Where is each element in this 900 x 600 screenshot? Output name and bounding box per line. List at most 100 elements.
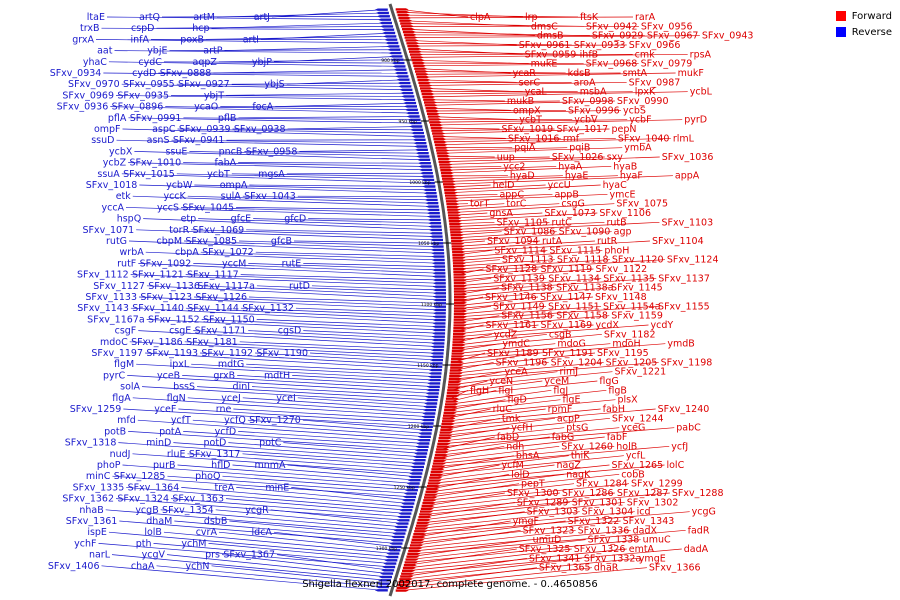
gene-label[interactable]: flgB [608,385,627,396]
gene-label[interactable]: rutR [597,236,618,247]
gene-label[interactable]: ssuD [91,135,114,146]
gene-label[interactable]: SFxv_1128 [485,264,537,275]
gene-label[interactable]: SFxv_1196 [496,357,548,368]
gene-label[interactable]: dsbB [204,516,228,527]
gene-label[interactable]: acpP [557,413,580,424]
gene-label[interactable]: mdtH [264,370,290,381]
gene-label[interactable]: SFxv_1335 [73,482,125,493]
gene-label[interactable]: ymbA [624,143,652,154]
gene-label[interactable]: mgsA [258,169,285,180]
gene-label[interactable]: appA [675,171,700,182]
gene-label[interactable]: SFxv_1136 [148,281,200,292]
gene-label[interactable]: ipxL [170,359,190,370]
gene-label[interactable]: msbA [580,87,607,98]
gene-label[interactable]: uup [497,152,515,163]
gene-label[interactable]: ycdY [650,320,673,331]
gene-label[interactable]: SFxv_1149 [493,301,545,312]
gene-label[interactable]: rutB [606,217,626,228]
gene-label[interactable]: SFxv_1115 [549,245,601,256]
gene-label[interactable]: SFxv_1406 [48,561,100,572]
gene-label[interactable]: SFxv_1119 [540,264,592,275]
gene-label[interactable]: SFxv_1159 [611,311,663,322]
gene-label[interactable]: SFxv_1126 [195,292,247,303]
gene-label[interactable]: SFxv_0958 [246,146,298,157]
gene-label[interactable]: SFxv_1365 [539,563,591,574]
gene-label[interactable]: cvrA [196,527,218,538]
gene-label[interactable]: ycfM [501,460,523,471]
gene-label[interactable]: pepN [611,124,636,135]
gene-label[interactable]: SFxv_1010 [129,158,181,169]
gene-label[interactable]: flgA [112,393,131,404]
gene-label[interactable]: SFxv_1072 [202,247,254,258]
gene-label[interactable]: chaA [131,561,155,572]
gene-label[interactable]: SFxv_0959 [525,49,577,60]
gene-label[interactable]: trxB [80,23,100,34]
gene-label[interactable]: holB [616,441,637,452]
gene-label[interactable]: pyrC [103,370,126,381]
gene-label[interactable]: ycc2 [503,161,525,172]
gene-label[interactable]: SFxv_1140 [132,303,184,314]
gene-label[interactable]: ycfQ [224,415,246,426]
gene-label[interactable]: SFxv_0996 [568,105,620,116]
gene-label[interactable]: pqiA [514,143,536,154]
gene-label[interactable]: nagK [566,469,591,480]
gene-label[interactable]: ycgR [245,505,269,516]
gene-label[interactable]: rlmL [673,133,695,144]
gene-label[interactable]: SFxv_1167a [87,314,145,325]
gene-label[interactable]: ycfJ [671,441,688,452]
gene-label[interactable]: bssS [173,382,195,393]
gene-label[interactable]: hyaE [565,171,588,182]
gene-label[interactable]: ycdZ [494,329,518,340]
gene-label[interactable]: torT [470,199,489,210]
gene-label[interactable]: SFxv_1181 [186,337,238,348]
gene-label[interactable]: SFxv_1092 [140,258,192,269]
gene-label[interactable]: rpsA [690,49,712,60]
gene-label[interactable]: dhaM [146,516,172,527]
gene-label[interactable]: grxA [72,34,94,45]
gene-label[interactable]: SFxv_1244 [612,413,664,424]
gene-label[interactable]: SFxv_1288 [672,488,724,499]
gene-label[interactable]: ycaO [194,102,218,113]
gene-label[interactable]: helD [493,180,515,191]
gene-label[interactable]: SFxv_1286 [562,488,614,499]
gene-label[interactable]: ycaL [525,87,548,98]
gene-label[interactable]: SFxv_1341 [529,553,581,564]
gene-label[interactable]: artP [203,46,222,57]
gene-label[interactable]: aqpZ [193,57,218,68]
gene-label[interactable]: SFxv_1135 [603,273,655,284]
gene-label[interactable]: potC [259,438,282,449]
gene-label[interactable]: etp [181,214,197,225]
gene-label[interactable]: ldcA [252,527,273,538]
gene-label[interactable]: fabF [607,432,628,443]
gene-label[interactable]: SFxv_0961 [519,40,571,51]
gene-label[interactable]: yceB [157,370,180,381]
gene-label[interactable]: SFxv_1156 [501,311,553,322]
gene-label[interactable]: pflB [218,113,237,124]
gene-label[interactable]: purB [153,460,175,471]
gene-label[interactable]: lolC [666,460,684,471]
gene-label[interactable]: SFxv_1317 [189,449,241,460]
gene-label[interactable]: ycbT [207,169,230,180]
gene-label[interactable]: SFxv_1324 [117,494,169,505]
gene-label[interactable]: SFxv_1016 [508,133,560,144]
gene-label[interactable]: agp [614,227,632,238]
gene-label[interactable]: ycfD [215,426,237,437]
gene-label[interactable]: SFxv_1036 [662,152,714,163]
gene-label[interactable]: kdsB [568,68,591,79]
gene-label[interactable]: SFxv_1186 [131,337,183,348]
gene-label[interactable]: wrbA [120,247,145,258]
gene-label[interactable]: SFxv_1304 [582,507,634,518]
gene-label[interactable]: ycbV [574,115,598,126]
gene-label[interactable]: fadR [688,525,710,536]
gene-label[interactable]: yceF [154,404,176,415]
gene-label[interactable]: rluC [493,404,513,415]
gene-label[interactable]: fabA [214,158,236,169]
gene-label[interactable]: rutD [289,281,310,292]
gene-label[interactable]: SFxv_1132 [242,303,294,314]
gene-label[interactable]: SFxv_1154a [603,301,661,312]
gene-label[interactable]: SFxv_1117a [197,281,255,292]
gene-label[interactable]: artI [243,34,259,45]
gene-label[interactable]: SFxv_1366 [649,563,701,574]
gene-label[interactable]: focA [252,102,273,113]
gene-label[interactable]: SFxv_1121 [132,270,184,281]
